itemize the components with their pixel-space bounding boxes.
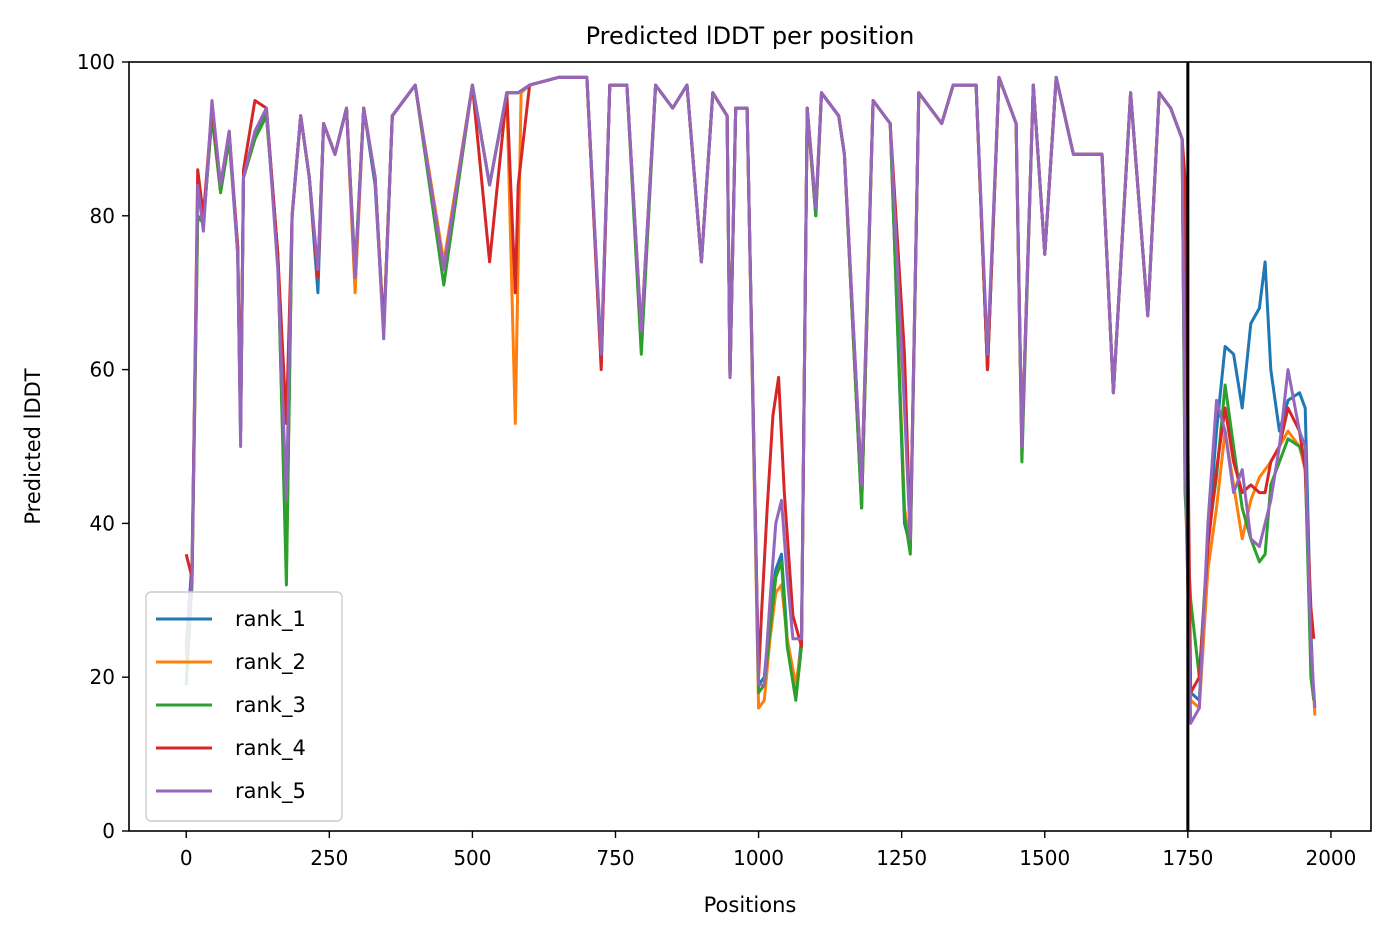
legend-label-rank_2: rank_2: [235, 650, 306, 675]
legend: rank_1 rank_2 rank_3 rank_4 rank_5: [145, 591, 343, 822]
legend-label-rank_3: rank_3: [235, 693, 306, 718]
axes-layer: 0 250 500 750 1000 1250 1500 1750 2000 0 20 40 60 80 1…: [77, 50, 1372, 870]
legend-box: [145, 591, 343, 822]
x-tick-label: 2000: [1305, 846, 1356, 870]
x-tick-label: 1000: [733, 846, 784, 870]
legend-label-rank_1: rank_1: [235, 607, 306, 632]
legend-label-rank_4: rank_4: [235, 736, 306, 761]
x-tick-label: 500: [453, 846, 491, 870]
plot-frame: [128, 61, 1372, 832]
y-tick-label: 20: [90, 665, 115, 689]
x-tick-label: 1750: [1162, 846, 1213, 870]
x-tick-label: 750: [596, 846, 634, 870]
y-tick-label: 100: [77, 50, 115, 74]
y-tick-label: 60: [90, 358, 115, 382]
x-tick-label: 1500: [1019, 846, 1070, 870]
x-tick-label: 250: [310, 846, 348, 870]
legend-label-rank_5: rank_5: [235, 779, 306, 804]
chart-title: Predicted lDDT per position: [586, 22, 915, 50]
series-line-rank_5: [184, 75, 1317, 725]
y-tick-label: 40: [90, 511, 115, 535]
y-tick-label: 0: [102, 819, 115, 843]
x-tick-label: 0: [180, 846, 193, 870]
y-axis-title: Predicted lDDT: [21, 368, 45, 524]
y-tick-label: 80: [90, 204, 115, 228]
x-axis-title: Positions: [704, 893, 797, 917]
x-tick-label: 1250: [876, 846, 927, 870]
series-layer: [184, 75, 1317, 725]
